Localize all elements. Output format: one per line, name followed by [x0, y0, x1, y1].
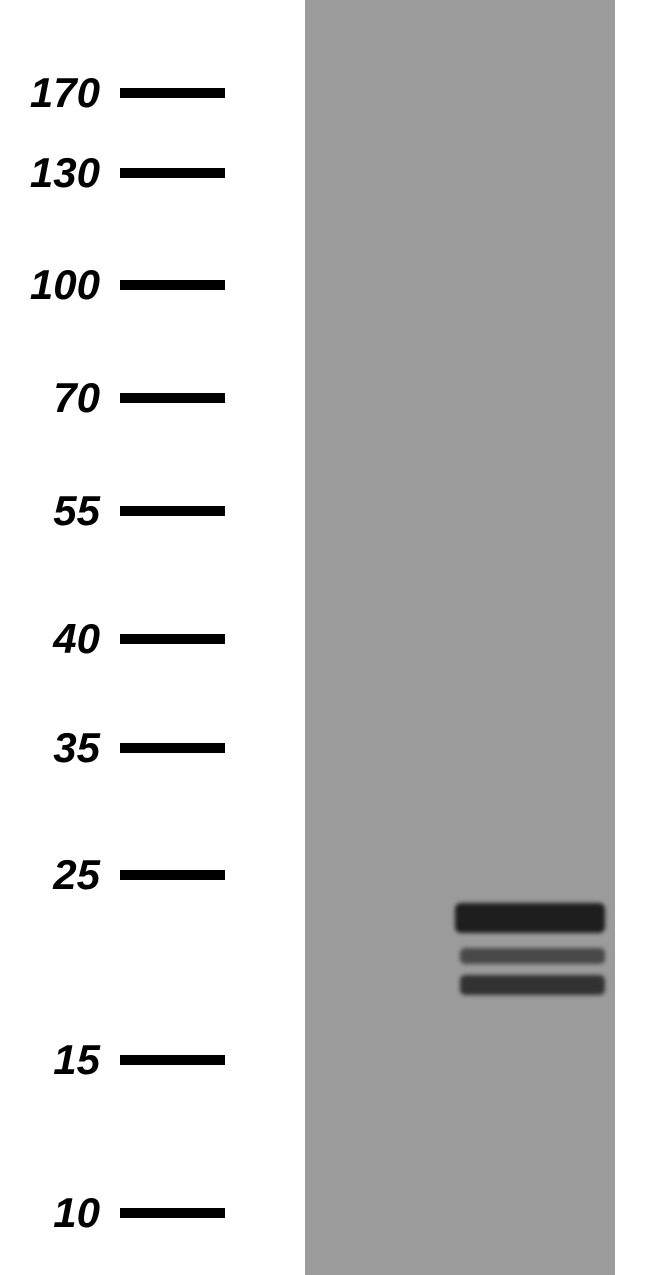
- ladder-marker-label: 35: [0, 724, 120, 772]
- ladder-marker-label: 40: [0, 615, 120, 663]
- western-blot-figure: 170 130 100 70 55 40 35 25 15 10: [0, 0, 650, 1275]
- ladder-marker-tick: [120, 88, 225, 98]
- ladder-marker: 170: [0, 69, 225, 117]
- ladder-marker-tick: [120, 743, 225, 753]
- ladder-marker-label: 55: [0, 487, 120, 535]
- ladder-marker-label: 100: [0, 261, 120, 309]
- ladder-marker-label: 130: [0, 149, 120, 197]
- ladder-marker: 40: [0, 615, 225, 663]
- ladder-marker-tick: [120, 280, 225, 290]
- ladder-marker-label: 15: [0, 1036, 120, 1084]
- protein-band: [460, 975, 605, 995]
- molecular-weight-ladder: 170 130 100 70 55 40 35 25 15 10: [0, 0, 300, 1275]
- protein-band: [460, 948, 605, 964]
- ladder-marker-tick: [120, 506, 225, 516]
- ladder-marker-tick: [120, 1208, 225, 1218]
- ladder-marker-label: 70: [0, 374, 120, 422]
- ladder-marker-tick: [120, 1055, 225, 1065]
- ladder-marker: 100: [0, 261, 225, 309]
- ladder-marker: 15: [0, 1036, 225, 1084]
- ladder-marker-tick: [120, 634, 225, 644]
- ladder-marker-label: 25: [0, 851, 120, 899]
- ladder-marker-label: 10: [0, 1189, 120, 1237]
- ladder-marker: 55: [0, 487, 225, 535]
- ladder-marker: 25: [0, 851, 225, 899]
- protein-band: [455, 903, 605, 933]
- ladder-marker-tick: [120, 393, 225, 403]
- ladder-marker: 130: [0, 149, 225, 197]
- ladder-marker-tick: [120, 870, 225, 880]
- ladder-marker-tick: [120, 168, 225, 178]
- ladder-marker-label: 170: [0, 69, 120, 117]
- ladder-marker: 10: [0, 1189, 225, 1237]
- ladder-marker: 70: [0, 374, 225, 422]
- blot-membrane: [305, 0, 615, 1275]
- ladder-marker: 35: [0, 724, 225, 772]
